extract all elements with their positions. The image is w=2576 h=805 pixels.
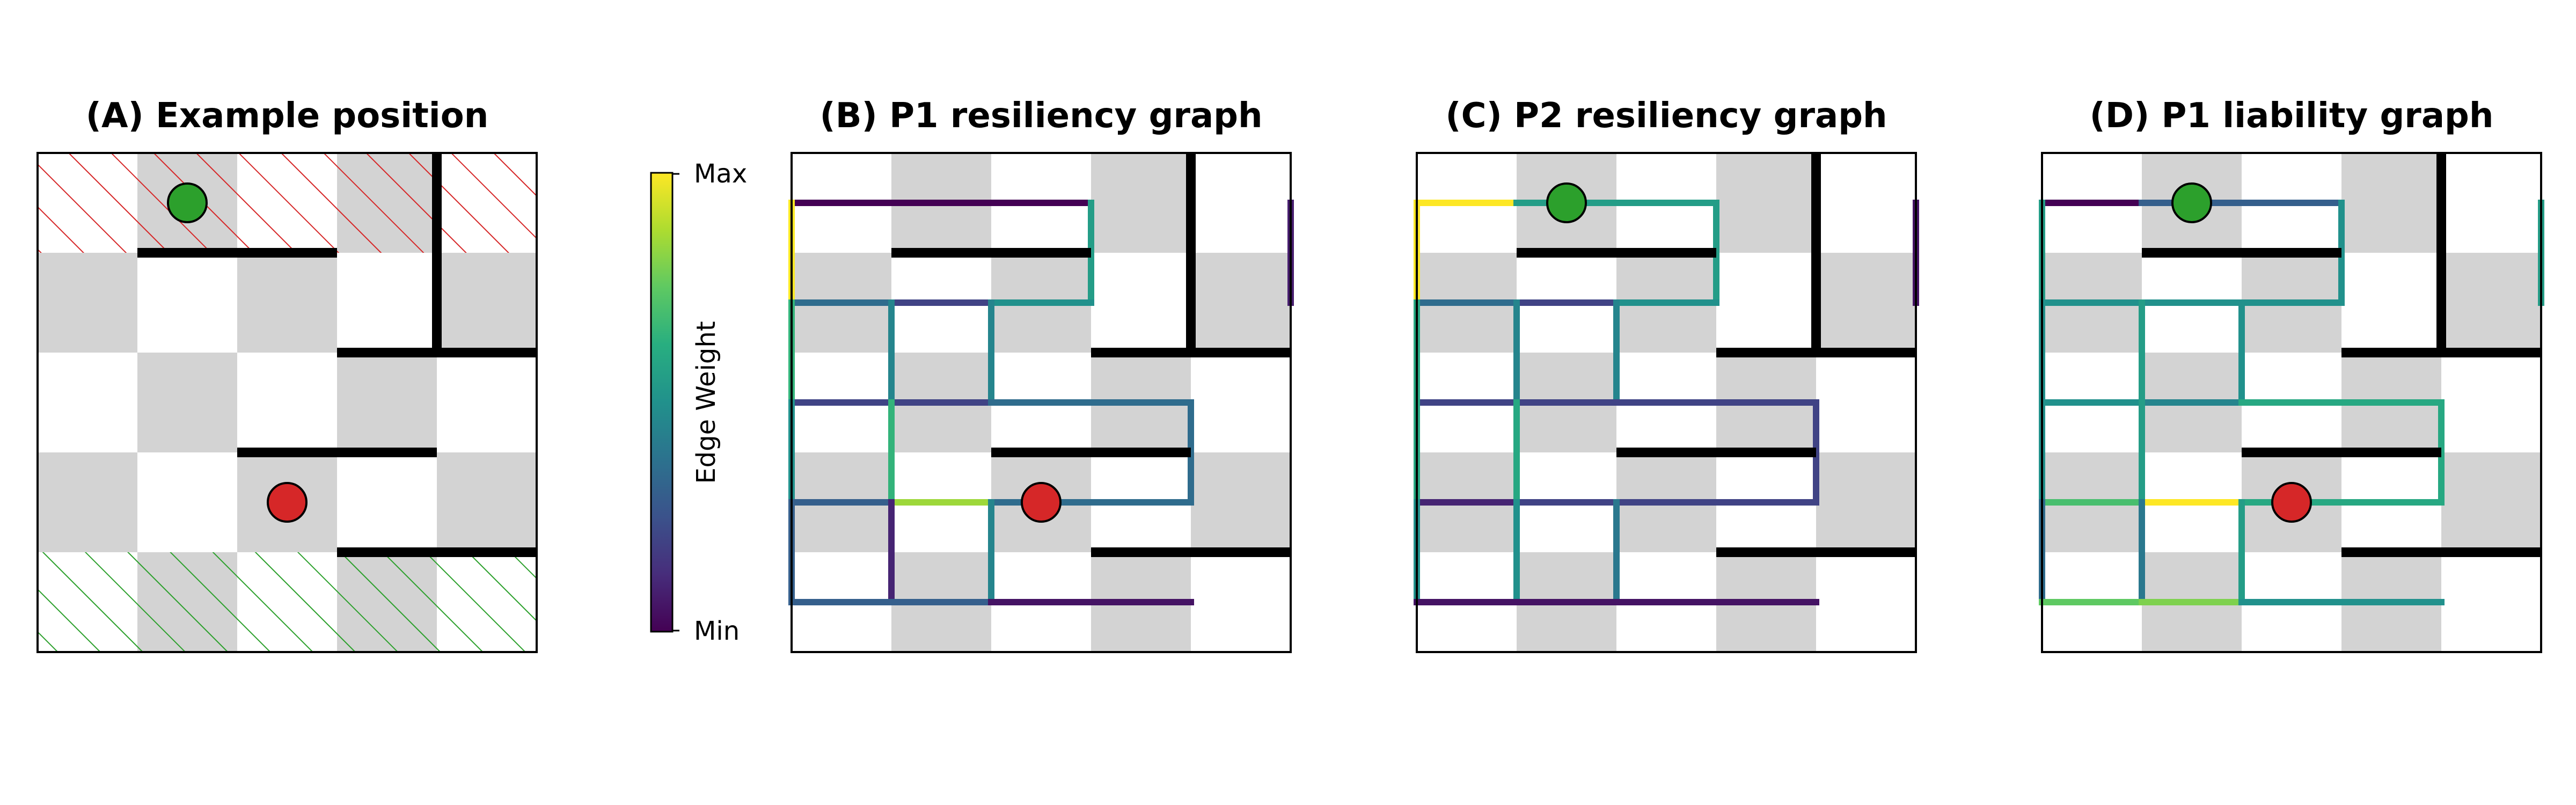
panel-a-example-position — [36, 152, 538, 653]
panel-b-p1-resiliency-graph — [788, 152, 1294, 653]
board-square — [1191, 552, 1291, 652]
board-frame — [1416, 152, 1917, 653]
board-square — [1091, 153, 1191, 253]
board-square — [437, 253, 537, 353]
board-square — [337, 353, 437, 452]
board-square — [137, 353, 237, 452]
board-square — [337, 452, 437, 552]
panel-b-title: (B) P1 resiliency graph — [820, 96, 1263, 136]
board-square — [38, 253, 137, 353]
board-square — [237, 253, 337, 353]
p1-goal-row-hatch — [38, 552, 537, 652]
walls — [137, 153, 537, 557]
p2-piece — [267, 482, 308, 523]
colorbar-gradient — [650, 172, 674, 633]
p1-piece — [2171, 182, 2212, 223]
board-square — [2441, 153, 2541, 253]
board-square — [38, 353, 137, 452]
board-square — [1716, 253, 1816, 353]
panel-c-p2-resiliency-graph — [1414, 152, 1919, 653]
board-square — [2441, 253, 2541, 353]
board-square — [1191, 153, 1291, 253]
p1-piece — [167, 182, 208, 223]
board-square — [2341, 153, 2441, 253]
board-square — [1816, 552, 1916, 652]
board-square — [337, 253, 437, 353]
board-frame — [791, 152, 1292, 653]
p2-piece — [1021, 482, 1062, 523]
board-square — [2341, 253, 2441, 353]
board-square — [137, 452, 237, 552]
board-square — [1816, 353, 1916, 452]
board-square — [1191, 353, 1291, 452]
board-square — [38, 452, 137, 552]
board-frame — [2041, 152, 2542, 653]
walls — [891, 153, 1291, 557]
panel-d-p1-liability-graph — [2039, 152, 2544, 653]
colorbar-min-label: Min — [694, 616, 740, 646]
board-square — [1816, 153, 1916, 253]
board-square — [437, 353, 537, 452]
board-frame — [36, 152, 538, 653]
p1-piece — [1546, 182, 1587, 223]
board-square — [1816, 452, 1916, 552]
p2-goal-row-hatch — [38, 153, 537, 253]
board-square — [1716, 153, 1816, 253]
walls — [2142, 153, 2541, 557]
panel-d-title: (D) P1 liability graph — [2090, 96, 2494, 136]
panel-c-title: (C) P2 resiliency graph — [1445, 96, 1887, 136]
board-square — [1191, 253, 1291, 353]
p2-piece — [2271, 482, 2312, 523]
board-square — [237, 353, 337, 452]
board-square — [137, 253, 237, 353]
board-square — [1191, 452, 1291, 552]
colorbar-axis-label: Edge Weight — [691, 321, 721, 484]
board-square — [1816, 253, 1916, 353]
board-square — [2441, 353, 2541, 452]
panel-a-title: (A) Example position — [86, 96, 489, 136]
board-square — [2441, 452, 2541, 552]
board-square — [1091, 253, 1191, 353]
colorbar-max-label: Max — [694, 159, 747, 189]
colorbar: Max Min Edge Weight — [650, 159, 747, 646]
walls — [1517, 153, 1916, 557]
board-square — [437, 452, 537, 552]
board-square — [2441, 552, 2541, 652]
